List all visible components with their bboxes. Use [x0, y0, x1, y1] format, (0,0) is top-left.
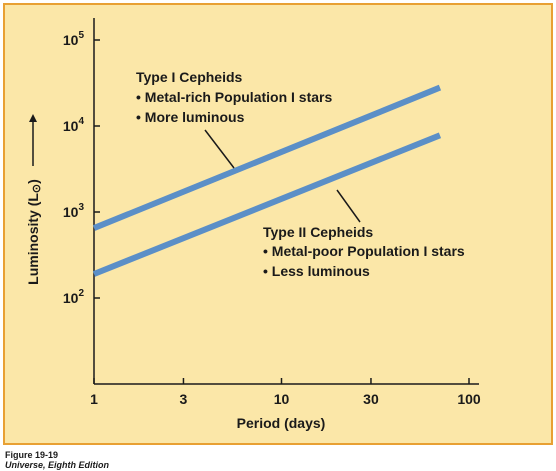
y-tick-exponent: 5: [78, 30, 84, 41]
x-tick-label: 30: [363, 391, 379, 407]
annotation-type-ii-pointer: [336, 189, 361, 223]
y-axis-label-close: ): [25, 179, 41, 184]
axes: [93, 18, 479, 385]
y-axis-label-text: Luminosity (L: [25, 193, 41, 285]
y-tick-base: 10: [63, 204, 79, 220]
y-axis-arrow-head: [29, 114, 37, 122]
y-axis-label-group: Luminosity (L⊙): [25, 114, 43, 285]
series-layer: [92, 84, 442, 277]
figure-source: Universe, Eighth Edition: [5, 460, 110, 470]
y-tick-exponent: 2: [78, 288, 84, 299]
y-axis-label-symbol: ⊙: [31, 184, 43, 193]
annotation-type-i-title: Type I Cepheids: [136, 69, 243, 85]
y-tick-label: 104: [63, 116, 85, 134]
x-ticks: 1 3 10 30 100: [90, 378, 481, 407]
y-tick-label: 103: [63, 202, 85, 220]
annotation-type-i: Type I Cepheids • Metal-rich Population …: [136, 69, 332, 169]
y-tick-label: 105: [63, 30, 85, 48]
series-line-1: [92, 84, 442, 231]
y-tick-base: 10: [63, 290, 79, 306]
y-tick-exponent: 4: [78, 116, 84, 127]
y-tick-label: 102: [63, 288, 85, 306]
annotation-type-i-bullet-1: • Metal-rich Population I stars: [136, 89, 332, 105]
annotation-type-ii-bullet-1: • Metal-poor Population I stars: [263, 243, 465, 259]
x-tick-label: 10: [274, 391, 290, 407]
x-tick-label: 100: [457, 391, 481, 407]
annotation-type-ii-title: Type II Cepheids: [263, 224, 373, 240]
figure-number: Figure 19-19: [5, 450, 59, 460]
y-tick-base: 10: [63, 118, 79, 134]
annotation-type-i-pointer: [204, 129, 235, 169]
y-tick-base: 10: [63, 32, 79, 48]
annotation-type-i-bullet-2: • More luminous: [136, 109, 245, 125]
x-tick-label: 1: [90, 391, 98, 407]
annotation-type-ii-bullet-2: • Less luminous: [263, 263, 370, 279]
y-tick-exponent: 3: [78, 202, 84, 213]
y-axis-label: Luminosity (L⊙): [25, 179, 43, 285]
x-tick-label: 3: [180, 391, 188, 407]
x-axis-label: Period (days): [237, 415, 326, 431]
series-line-2: [92, 132, 442, 277]
annotation-type-ii: Type II Cepheids • Metal-poor Population…: [263, 189, 465, 279]
